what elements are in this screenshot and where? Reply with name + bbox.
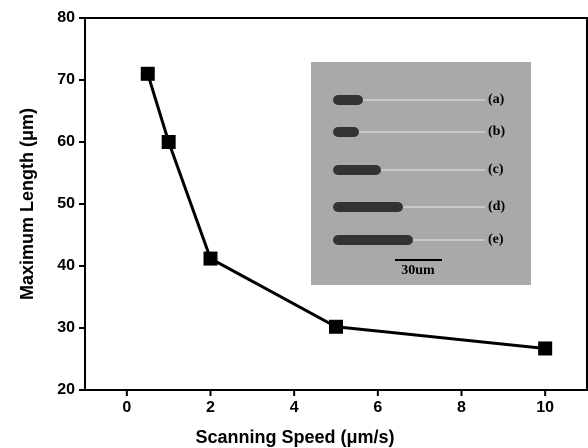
x-tick-label: 8 xyxy=(457,399,466,416)
x-tick-label: 10 xyxy=(536,399,554,416)
inset-blob xyxy=(333,127,359,137)
x-tick-label: 4 xyxy=(290,399,299,416)
data-point xyxy=(161,135,176,149)
x-axis-title: Scanning Speed (μm/s) xyxy=(195,427,394,447)
inset-blob xyxy=(333,95,363,105)
inset-label: (a) xyxy=(488,92,505,107)
scale-bar-label: 30um xyxy=(401,263,435,278)
x-tick-label: 2 xyxy=(206,399,215,416)
inset-blob xyxy=(333,202,403,212)
data-point xyxy=(203,251,218,266)
inset-label: (d) xyxy=(488,199,505,214)
data-point xyxy=(538,341,553,356)
y-tick-label: 20 xyxy=(57,381,75,398)
y-tick-label: 40 xyxy=(57,257,75,274)
x-tick-label: 6 xyxy=(373,399,382,416)
y-tick-label: 70 xyxy=(57,71,75,88)
inset-blob xyxy=(333,165,381,175)
inset-label: (c) xyxy=(488,162,504,177)
y-tick-label: 30 xyxy=(57,319,75,336)
y-axis-title: Maximum Length (μm) xyxy=(17,108,37,300)
inset-blob xyxy=(333,235,413,245)
x-tick-label: 0 xyxy=(122,399,131,416)
y-tick-label: 60 xyxy=(57,133,75,150)
data-point xyxy=(329,319,343,334)
y-tick-label: 80 xyxy=(57,9,75,26)
inset-label: (e) xyxy=(488,232,504,247)
y-tick-label: 50 xyxy=(57,195,75,212)
data-point xyxy=(140,66,155,81)
inset-label: (b) xyxy=(488,124,505,139)
